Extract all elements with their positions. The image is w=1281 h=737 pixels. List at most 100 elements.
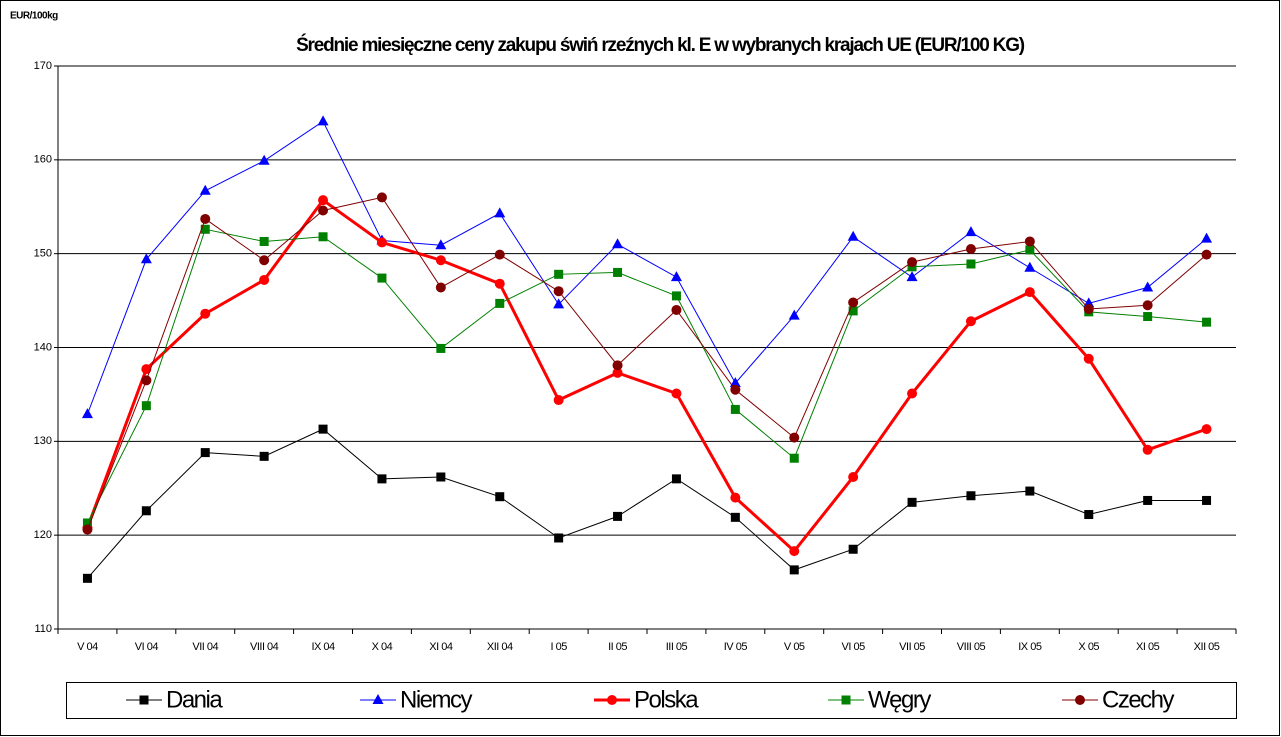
marker [494, 207, 506, 218]
legend-box [66, 682, 1237, 719]
marker [789, 546, 800, 557]
series-line [87, 428, 1207, 579]
y-tick-label: 160 [34, 154, 52, 166]
series-line [86, 120, 1207, 415]
marker [81, 408, 93, 419]
marker [1201, 232, 1213, 243]
marker [140, 253, 152, 264]
marker [141, 375, 152, 386]
marker [554, 533, 564, 543]
marker [1083, 304, 1094, 315]
marker [671, 304, 682, 315]
y-tick-label: 120 [34, 529, 52, 541]
marker [1142, 444, 1153, 455]
marker [199, 184, 211, 195]
x-tick-label: XII 04 [487, 641, 513, 653]
marker [259, 274, 270, 285]
marker [435, 282, 446, 293]
marker [200, 448, 210, 458]
marker [82, 524, 93, 535]
x-tick-label: IX 04 [311, 641, 335, 653]
marker [847, 230, 859, 241]
marker [607, 695, 617, 705]
x-tick-label: XII 05 [1194, 641, 1220, 653]
marker [553, 395, 564, 406]
marker [966, 259, 976, 269]
marker [848, 306, 858, 316]
y-tick-label: 170 [34, 60, 52, 72]
marker [613, 267, 623, 277]
marker [612, 360, 623, 371]
marker [907, 497, 917, 507]
x-tick-label: II 05 [608, 641, 627, 653]
legend-label: Dania [166, 686, 223, 713]
marker [613, 511, 623, 521]
x-tick-label: V 05 [784, 641, 805, 653]
marker [730, 492, 741, 503]
marker [139, 695, 149, 705]
x-tick-label: VII 04 [192, 641, 218, 653]
marker [436, 472, 446, 482]
marker [965, 226, 977, 237]
marker [848, 471, 859, 482]
marker [670, 271, 682, 282]
legend-label: Niemcy [400, 686, 473, 713]
marker [372, 694, 384, 704]
marker [1083, 353, 1094, 364]
y-tick-label: 110 [34, 623, 52, 635]
marker [318, 232, 328, 242]
y-axis-label: EUR/100kg [10, 11, 58, 22]
marker [1142, 281, 1154, 292]
marker [495, 492, 505, 502]
marker [1143, 312, 1153, 322]
marker [906, 271, 918, 282]
marker [377, 474, 387, 484]
x-tick-label: VIII 04 [250, 641, 279, 653]
marker [907, 257, 918, 268]
marker [494, 249, 505, 260]
marker [671, 291, 681, 301]
marker [435, 239, 447, 250]
marker [553, 286, 564, 297]
marker [1024, 261, 1036, 272]
marker [1143, 495, 1153, 505]
series-line [87, 228, 1207, 524]
chart-title: Średnie miesięczne ceny zakupu świń rzeź… [296, 34, 1025, 56]
marker [554, 269, 564, 279]
marker [841, 695, 851, 705]
series-line [86, 196, 1207, 530]
x-tick-label: XI 04 [429, 641, 453, 653]
marker [612, 367, 623, 378]
marker [376, 237, 387, 248]
marker [141, 401, 151, 411]
series-line [86, 198, 1208, 554]
x-tick-label: V 04 [77, 641, 98, 653]
marker [82, 573, 92, 583]
marker [730, 384, 741, 395]
marker [729, 377, 741, 388]
marker [848, 297, 859, 308]
x-tick-label: X 05 [1078, 641, 1099, 653]
x-tick-label: VII 05 [899, 641, 925, 653]
marker [1201, 424, 1212, 435]
marker [495, 298, 505, 308]
marker [200, 224, 210, 234]
marker [1024, 287, 1035, 298]
marker [1024, 236, 1035, 247]
marker [1075, 695, 1085, 705]
marker [966, 491, 976, 501]
legend-label: Węgry [868, 686, 931, 713]
x-tick-label: X 04 [372, 641, 393, 653]
legend-label: Polska [634, 686, 699, 713]
marker [789, 565, 799, 575]
x-tick-label: XI 05 [1136, 641, 1160, 653]
marker [377, 273, 387, 283]
marker [1084, 510, 1094, 520]
marker [1142, 300, 1153, 311]
marker [141, 506, 151, 516]
marker [1025, 245, 1035, 255]
marker [200, 308, 211, 319]
y-tick-label: 150 [34, 248, 52, 260]
